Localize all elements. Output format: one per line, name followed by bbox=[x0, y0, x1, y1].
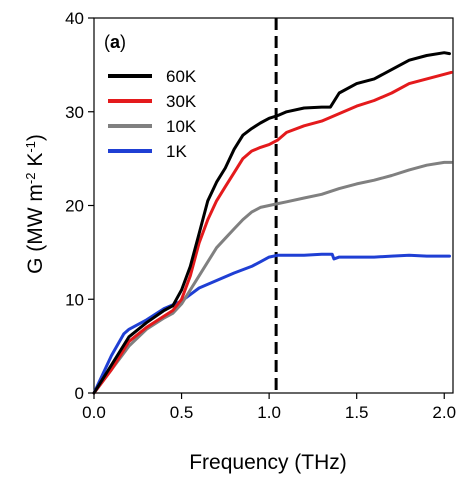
legend: 60K 30K 10K 1K bbox=[108, 67, 197, 161]
y-axis-label: G (MW m-2 K-1) bbox=[23, 134, 48, 274]
series-line-10k bbox=[92, 160, 453, 395]
x-axis-label: Frequency (THz) bbox=[189, 451, 347, 474]
y-tick-label: 20 bbox=[65, 197, 84, 216]
legend-label-30k: 30K bbox=[166, 92, 197, 111]
x-tick-label: 2.0 bbox=[432, 403, 456, 422]
x-tick-label: 0.0 bbox=[82, 403, 106, 422]
series-line-60k bbox=[92, 51, 451, 395]
x-axis-ticks: 0.0 0.5 1.0 1.5 2.0 bbox=[82, 393, 456, 422]
x-tick-label: 0.5 bbox=[170, 403, 194, 422]
x-tick-label: 1.5 bbox=[345, 403, 369, 422]
series-line-30k bbox=[92, 70, 453, 395]
y-tick-label: 0 bbox=[75, 384, 84, 403]
series-layer bbox=[92, 51, 453, 395]
legend-label-10k: 10K bbox=[166, 117, 197, 136]
y-tick-label: 40 bbox=[65, 9, 84, 28]
legend-label-60k: 60K bbox=[166, 67, 197, 86]
panel-label: (a) bbox=[104, 32, 126, 52]
y-tick-label: 30 bbox=[65, 103, 84, 122]
y-axis-ticks: 0 10 20 30 40 bbox=[65, 9, 94, 403]
legend-label-1k: 1K bbox=[166, 142, 187, 161]
y-tick-label: 10 bbox=[65, 290, 84, 309]
x-tick-label: 1.0 bbox=[257, 403, 281, 422]
series-line-1k bbox=[92, 252, 451, 395]
